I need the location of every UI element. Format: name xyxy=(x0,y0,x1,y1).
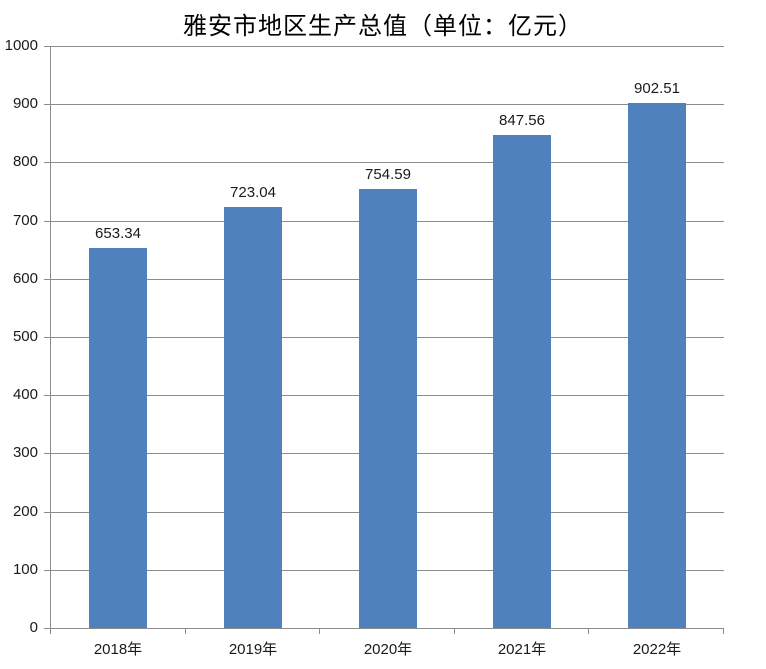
y-axis-label: 200 xyxy=(12,503,38,520)
gridline xyxy=(51,104,724,105)
x-axis-label: 2018年 xyxy=(93,641,143,658)
y-axis-tick xyxy=(44,104,50,105)
bar-value-label: 653.34 xyxy=(95,225,141,242)
x-axis-label: 2022年 xyxy=(632,641,682,658)
x-axis-tick xyxy=(454,629,455,634)
y-axis-tick xyxy=(44,46,50,47)
bar xyxy=(628,103,686,628)
y-axis-label: 300 xyxy=(12,444,38,461)
bar xyxy=(89,248,147,628)
x-axis-tick xyxy=(319,629,320,634)
x-axis-tick xyxy=(588,629,589,634)
bar-value-label: 723.04 xyxy=(230,184,276,201)
y-axis-label: 1000 xyxy=(4,37,38,54)
bar xyxy=(224,207,282,628)
x-axis-label: 2021年 xyxy=(497,641,547,658)
y-axis-label: 600 xyxy=(12,270,38,287)
chart-title: 雅安市地区生产总值（单位：亿元） xyxy=(183,14,583,40)
y-axis-label: 400 xyxy=(12,386,38,403)
y-axis-label: 900 xyxy=(12,95,38,112)
bar-value-label: 754.59 xyxy=(365,166,411,183)
y-axis-tick xyxy=(44,512,50,513)
y-axis-tick xyxy=(44,395,50,396)
x-axis-tick xyxy=(723,629,724,634)
gridline xyxy=(51,162,724,163)
bar xyxy=(493,135,551,628)
plot-area: 653.34 723.04 754.59 847.56 902.51 xyxy=(50,46,724,629)
x-axis-tick xyxy=(50,629,51,634)
y-axis-tick xyxy=(44,221,50,222)
y-axis-label: 700 xyxy=(12,212,38,229)
bar-value-label: 902.51 xyxy=(634,80,680,97)
gridline xyxy=(51,46,724,47)
y-axis-tick xyxy=(44,453,50,454)
bar xyxy=(359,189,417,628)
y-axis-label: 100 xyxy=(12,561,38,578)
y-axis-tick xyxy=(44,570,50,571)
x-axis-tick xyxy=(185,629,186,634)
bar-value-label: 847.56 xyxy=(499,112,545,129)
x-axis-label: 2020年 xyxy=(363,641,413,658)
y-axis-label: 0 xyxy=(29,619,38,636)
y-axis-tick xyxy=(44,162,50,163)
y-axis-tick xyxy=(44,279,50,280)
y-axis-tick xyxy=(44,337,50,338)
y-axis-tick xyxy=(44,628,50,629)
x-axis-label: 2019年 xyxy=(228,641,278,658)
y-axis-label: 800 xyxy=(12,153,38,170)
y-axis-label: 500 xyxy=(12,328,38,345)
